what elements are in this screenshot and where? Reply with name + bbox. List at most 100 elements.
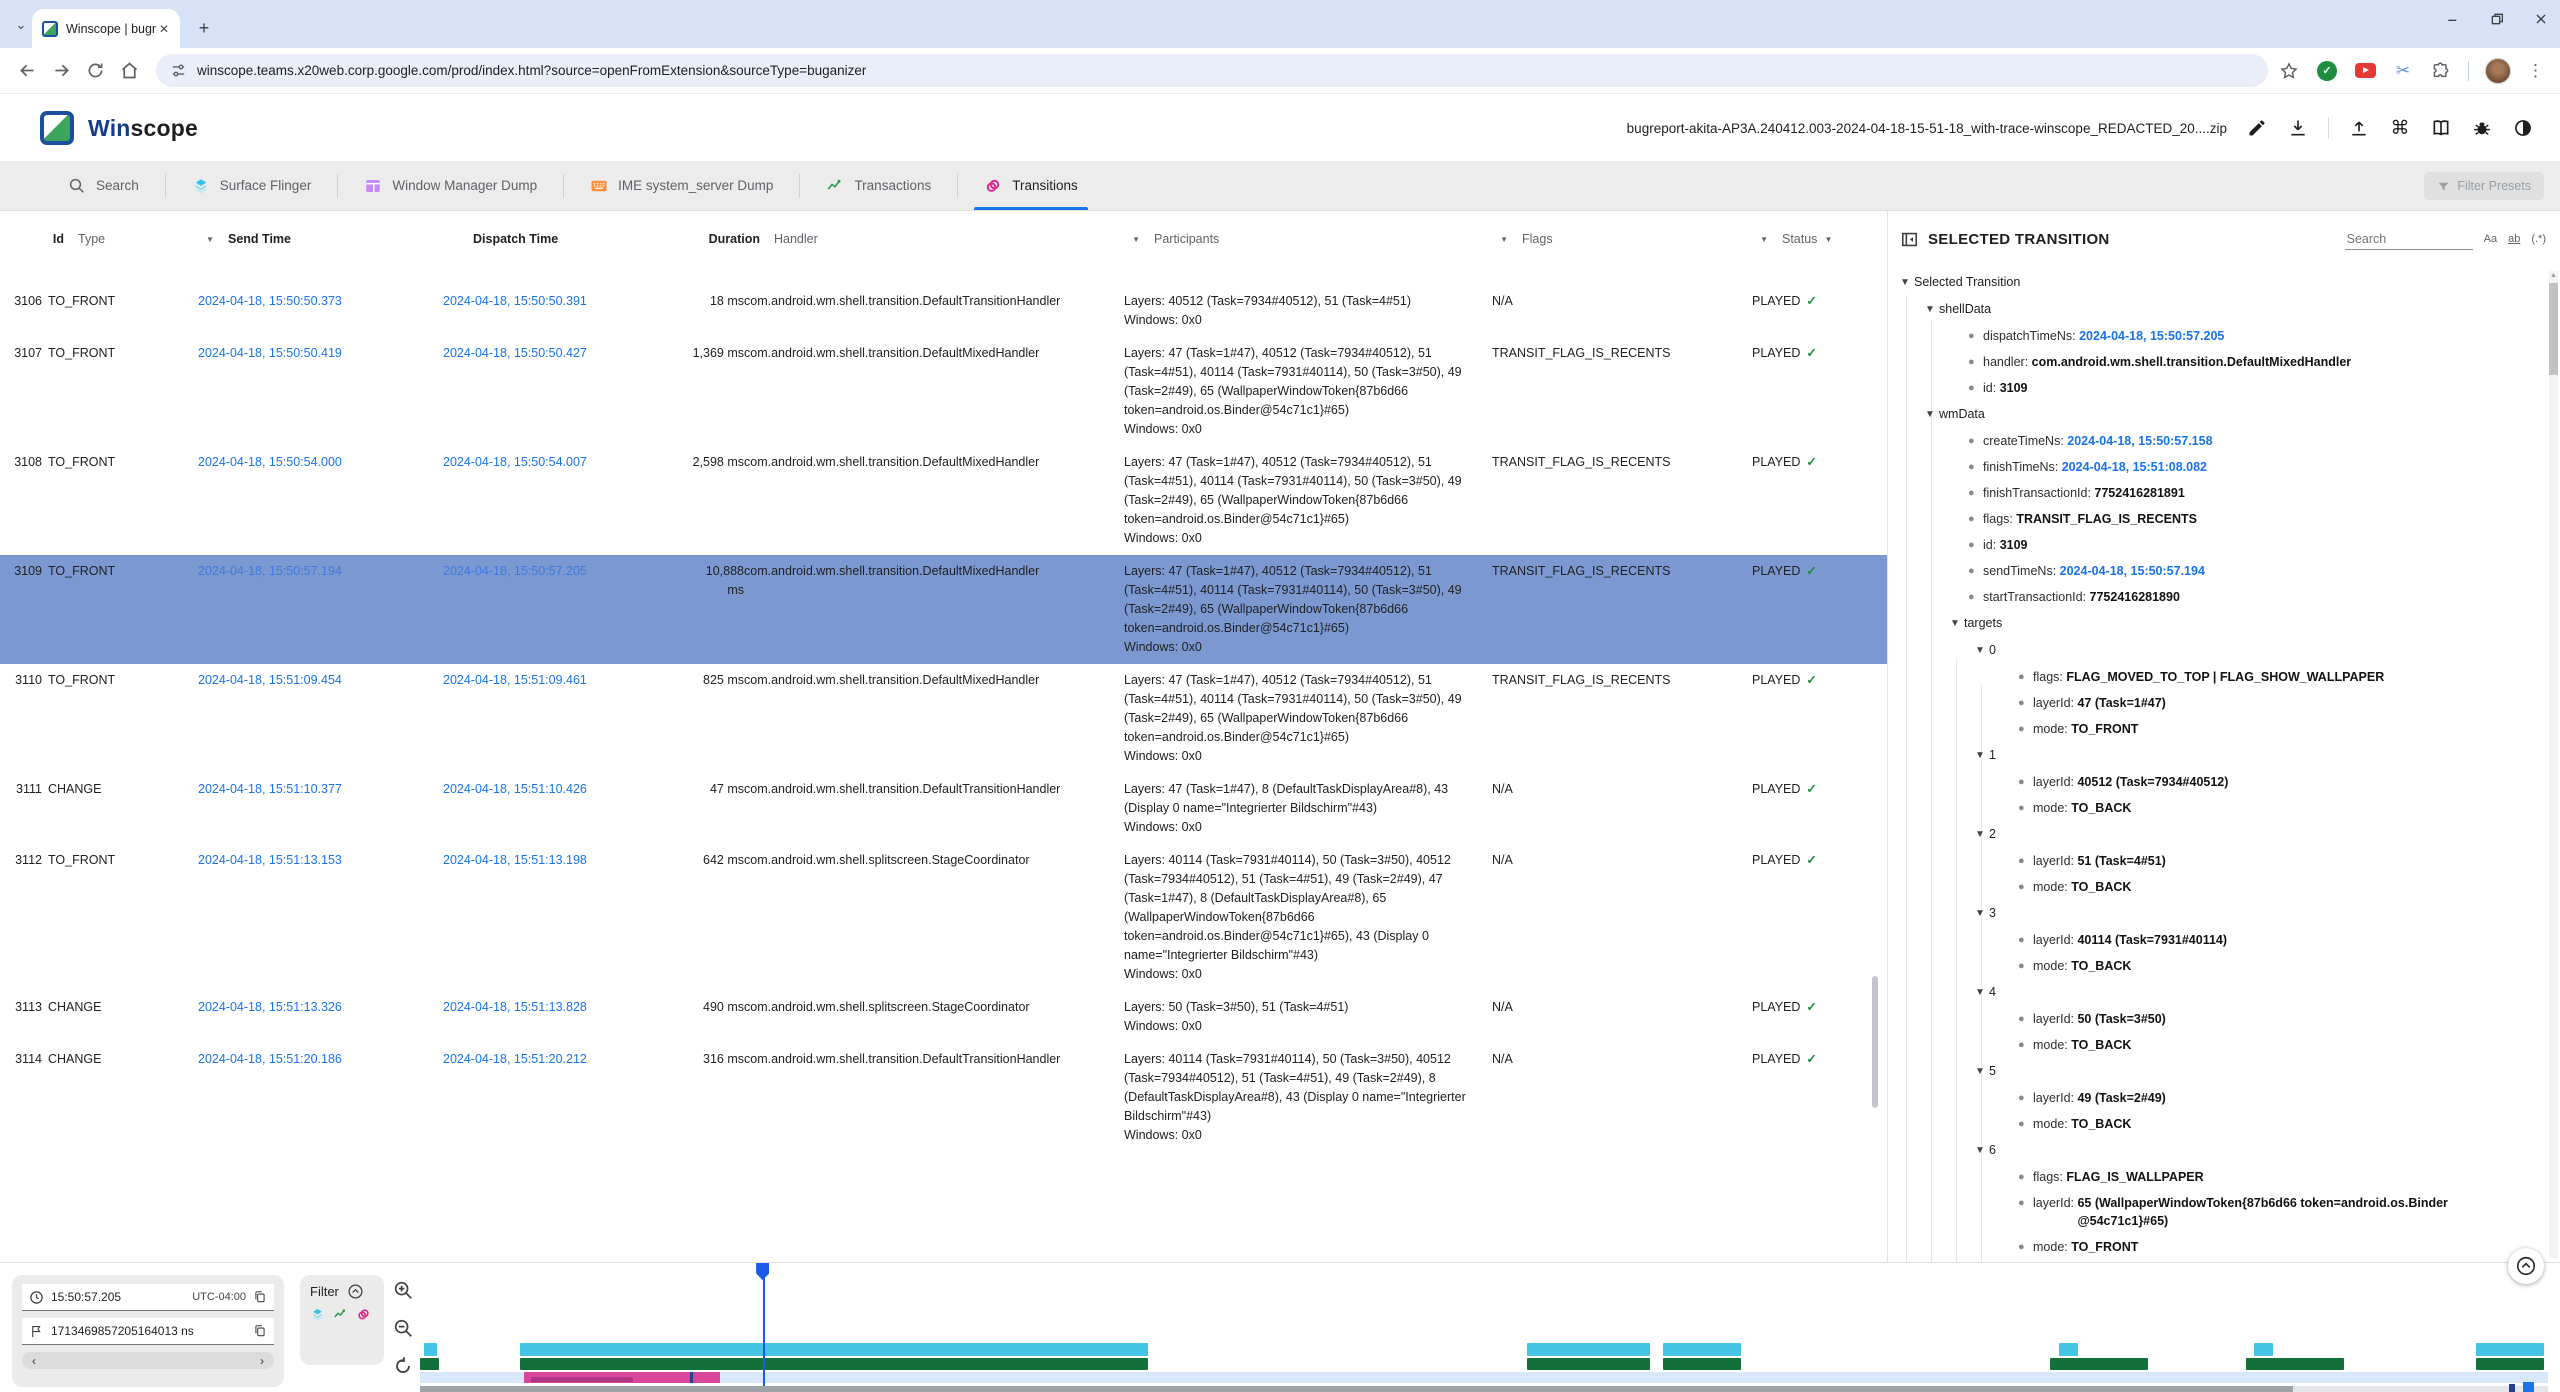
dispatch-time-link[interactable]: 2024-04-18, 15:50:50.391 [443, 294, 587, 308]
send-time-link[interactable]: 2024-04-18, 15:51:10.377 [198, 782, 342, 796]
window-restore-button[interactable] [2488, 10, 2506, 28]
home-button[interactable] [112, 54, 146, 88]
zoom-in-button[interactable] [392, 1279, 414, 1301]
timeline-canvas[interactable] [420, 1263, 2548, 1392]
timeline-cursor-handle[interactable] [756, 1263, 770, 1280]
timeline-pan-scrollbar[interactable]: ‹ › [22, 1352, 274, 1369]
tree-node[interactable]: ▼ wmData [1890, 401, 2546, 428]
panel-scrollbar-thumb[interactable] [2549, 283, 2558, 375]
tab-surface-flinger[interactable]: Surface Flinger [166, 161, 338, 210]
upload-icon[interactable] [2348, 117, 2370, 139]
table-row[interactable]: 3110 TO_FRONT 2024-04-18, 15:51:09.454 2024… [0, 664, 1887, 773]
tab-search-chevron-icon[interactable]: ⌄ [15, 17, 27, 32]
timeline-cursor[interactable] [762, 1263, 765, 1386]
dispatch-time-link[interactable]: 2024-04-18, 15:51:10.426 [443, 782, 587, 796]
dispatch-time-link[interactable]: 2024-04-18, 15:51:13.828 [443, 1000, 587, 1014]
tree-node[interactable]: ▼ 0 [1890, 637, 2546, 664]
column-header-participants[interactable]: Participants ▼ [1154, 232, 1508, 246]
chevron-down-icon[interactable]: ▼ [1925, 409, 1935, 420]
browser-menu-icon[interactable]: ⋮ [2527, 60, 2544, 80]
chevron-down-icon[interactable]: ▼ [1925, 304, 1935, 315]
dark-mode-toggle-icon[interactable] [2512, 117, 2534, 139]
tab-ime-system-server-dump[interactable]: IME system_server Dump [564, 161, 799, 210]
tree-node[interactable]: ▼ shellData [1890, 296, 2546, 323]
tree-node[interactable]: ▼ 3 [1890, 900, 2546, 927]
tree-node[interactable]: ▼ 1 [1890, 742, 2546, 769]
table-row[interactable]: 3106 TO_FRONT 2024-04-18, 15:50:50.373 2024… [0, 285, 1887, 337]
window-minimize-button[interactable] [2444, 10, 2462, 28]
table-row[interactable]: 3111 CHANGE 2024-04-18, 15:51:10.377 2024-0… [0, 773, 1887, 844]
forward-button[interactable] [44, 54, 78, 88]
new-tab-button[interactable]: + [198, 17, 210, 38]
filter-chevron-icon[interactable]: ▼ [206, 234, 214, 244]
send-time-link[interactable]: 2024-04-18, 15:51:13.326 [198, 1000, 342, 1014]
copy-time-icon[interactable] [253, 1290, 267, 1304]
scroll-to-top-button[interactable] [2508, 1248, 2544, 1284]
bookmark-star-icon[interactable] [2278, 60, 2300, 82]
chevron-down-icon[interactable]: ▼ [1975, 1145, 1985, 1156]
chevron-down-icon[interactable]: ▼ [1975, 987, 1985, 998]
column-header-flags[interactable]: Flags ▼ [1522, 232, 1768, 246]
send-time-link[interactable]: 2024-04-18, 15:51:13.153 [198, 853, 342, 867]
extension-check-icon[interactable]: ✓ [2316, 60, 2338, 82]
tree-node[interactable]: ▼ Selected Transition [1890, 269, 2546, 296]
documentation-icon[interactable] [2430, 117, 2452, 139]
send-time-link[interactable]: 2024-04-18, 15:50:54.000 [198, 455, 342, 469]
transitions-track[interactable] [420, 1372, 2548, 1383]
extension-video-icon[interactable] [2354, 60, 2376, 82]
filter-presets-button[interactable]: Filter Presets [2424, 172, 2544, 200]
edit-icon[interactable] [2246, 117, 2268, 139]
zoom-reset-button[interactable] [392, 1355, 414, 1377]
table-row[interactable]: 3107 TO_FRONT 2024-04-18, 15:50:50.419 2024… [0, 337, 1887, 446]
profile-avatar[interactable] [2485, 57, 2511, 84]
site-settings-icon[interactable] [170, 62, 187, 79]
report-bug-icon[interactable] [2471, 117, 2493, 139]
panel-scrollbar-up-icon[interactable]: ▲ [2550, 272, 2557, 279]
tree-value[interactable]: 2024-04-18, 15:50:57.205 [2079, 329, 2225, 343]
filter-chevron-icon[interactable]: ▼ [1824, 234, 1833, 244]
dispatch-time-link[interactable]: 2024-04-18, 15:50:57.205 [443, 564, 587, 578]
tree-node[interactable]: ▼ 6 [1890, 1137, 2546, 1164]
tree-node[interactable]: ▼ 5 [1890, 1058, 2546, 1085]
surface-flinger-track[interactable] [420, 1343, 2548, 1356]
table-row[interactable]: 3114 CHANGE 2024-04-18, 15:51:20.186 2024-0… [0, 1043, 1887, 1152]
panel-scrollbar[interactable] [2549, 271, 2558, 1258]
human-time-field[interactable]: 15:50:57.205 UTC-04:00 [22, 1284, 274, 1311]
column-header-status[interactable]: Status ▼ [1782, 232, 1833, 246]
dispatch-time-link[interactable]: 2024-04-18, 15:51:13.198 [443, 853, 587, 867]
filter-chevron-icon[interactable]: ▼ [1500, 234, 1508, 244]
reload-button[interactable] [78, 54, 112, 88]
tree-value[interactable]: 2024-04-18, 15:51:08.082 [2061, 460, 2207, 474]
tab-transitions[interactable]: Transitions [958, 161, 1104, 210]
panel-search-input[interactable] [2344, 228, 2473, 250]
filter-chevron-icon[interactable]: ▼ [1760, 234, 1768, 244]
panel-collapse-icon[interactable] [1900, 230, 1919, 249]
timeline-hscrollbar-thumb[interactable] [420, 1386, 2293, 1392]
whole-word-toggle[interactable]: ab [2508, 233, 2521, 245]
filter-chevron-icon[interactable]: ▼ [1132, 234, 1140, 244]
send-time-link[interactable]: 2024-04-18, 15:50:50.373 [198, 294, 342, 308]
url-bar[interactable]: winscope.teams.x20web.corp.google.com/pr… [156, 54, 2268, 87]
tree-node[interactable]: ▼ 4 [1890, 979, 2546, 1006]
tree-node[interactable]: ▼ 2 [1890, 821, 2546, 848]
extensions-puzzle-icon[interactable] [2430, 60, 2452, 82]
dispatch-time-link[interactable]: 2024-04-18, 15:50:54.007 [443, 455, 587, 469]
tab-search[interactable]: Search [42, 161, 165, 210]
match-case-toggle[interactable]: Aa [2483, 233, 2498, 245]
pan-right-icon[interactable]: › [260, 1353, 264, 1368]
copy-ns-icon[interactable] [253, 1324, 267, 1338]
tree-value[interactable]: 2024-04-18, 15:50:57.158 [2067, 434, 2213, 448]
keyboard-shortcuts-icon[interactable]: ⌘ [2390, 117, 2410, 139]
collapse-filter-icon[interactable] [347, 1283, 364, 1300]
table-row[interactable]: 3112 TO_FRONT 2024-04-18, 15:51:13.153 2024… [0, 844, 1887, 991]
zoom-out-button[interactable] [392, 1317, 414, 1339]
column-header-handler[interactable]: Handler ▼ [774, 232, 1140, 246]
chevron-down-icon[interactable]: ▼ [1975, 908, 1985, 919]
send-time-link[interactable]: 2024-04-18, 15:51:20.186 [198, 1052, 342, 1066]
chevron-down-icon[interactable]: ▼ [1975, 829, 1985, 840]
chevron-down-icon[interactable]: ▼ [1900, 277, 1910, 288]
surface-flinger-trace-toggle[interactable] [310, 1307, 325, 1322]
chevron-down-icon[interactable]: ▼ [1975, 645, 1985, 656]
nanosecond-time-field[interactable]: 1713469857205164013 ns [22, 1318, 274, 1345]
table-vertical-scrollbar[interactable] [1872, 976, 1878, 1108]
